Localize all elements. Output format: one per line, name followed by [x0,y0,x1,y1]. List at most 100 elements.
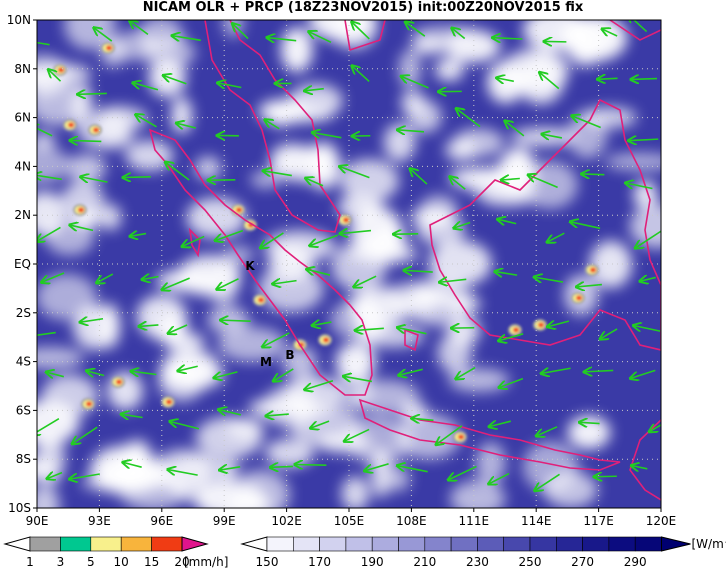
rain-cell [166,400,172,405]
cloud [196,417,263,459]
rain-cell [78,208,84,213]
cloud [630,204,685,248]
lat-label: 6N [14,111,31,125]
legend-swatch [477,537,503,551]
lon-label: 96E [150,514,173,528]
legend-swatch [583,537,609,551]
lat-label: 10N [7,13,31,27]
rain-cell [236,208,242,213]
rain-cell [576,296,582,301]
cloud [270,103,290,127]
title: NICAM OLR + PRCP (18Z23NOV2015) init:00Z… [143,0,584,15]
legend-label: 5 [87,555,95,569]
lon-label: 90E [26,514,49,528]
cloud [264,230,335,262]
legend-label: 1 [26,555,34,569]
lon-label: 114E [521,514,552,528]
legend-swatch [399,537,425,551]
cloud [271,143,310,174]
lat-label: 4N [14,159,31,173]
lon-label: 102E [271,514,302,528]
legend-swatch [451,537,477,551]
legend-label: 290 [624,555,647,569]
legend-label: 3 [57,555,65,569]
cloud [479,188,535,207]
cloud [45,217,95,256]
cloud [178,255,241,296]
legend-swatch [425,537,451,551]
rain-cell [538,323,544,328]
rain-cell [68,123,74,128]
legend-swatch [320,537,346,551]
rain-cell [106,46,112,51]
lon-label: 117E [583,514,614,528]
cloud [231,470,289,520]
legend-label: 15 [144,555,159,569]
cloud [161,349,220,390]
cloud [137,295,187,338]
cloud [171,97,192,134]
legend-swatch [530,537,556,551]
legend-swatch [60,537,90,551]
lon-label: 93E [88,514,111,528]
wind-arrow [582,174,605,175]
lon-label: 111E [459,514,490,528]
rain-cell [93,128,99,133]
legend-swatch [267,537,293,551]
cloud [523,9,590,51]
cloud [281,27,313,72]
legend-label: 210 [413,555,436,569]
cloud [358,325,425,348]
cloud [543,471,597,508]
cloud [409,289,452,306]
cloud [435,59,464,82]
legend-arrow [662,537,691,551]
legend-label: 250 [519,555,542,569]
cloud [412,26,481,45]
rain-cell [590,268,596,273]
cloud [568,416,611,450]
station-marker: M [260,355,272,369]
legend-unit: [mm/h] [184,555,228,569]
cloud [307,142,340,190]
lon-label: 120E [646,514,677,528]
lon-label: 99E [213,514,236,528]
rain-cell [323,338,329,343]
wind-arrow [123,177,151,178]
legend-label: 270 [571,555,594,569]
wind-arrow [594,476,617,477]
legend-swatch [30,537,60,551]
legend-label: 150 [256,555,279,569]
cloud [107,372,143,410]
cloud [120,475,186,511]
wind-arrow [598,78,618,79]
cloud [384,123,416,161]
legend-arrow [5,537,30,551]
legend-swatch [152,537,182,551]
lat-label: 8N [14,62,31,76]
legend-label: 170 [308,555,331,569]
cloud [142,37,195,69]
cloud [99,204,121,230]
lon-label: 105E [334,514,365,528]
lat-label: 2N [14,208,31,222]
rain-cell [513,328,519,333]
cloud [590,241,632,288]
legend-label: 10 [114,555,129,569]
wind-arrow [295,464,326,465]
rain-cell [458,435,464,440]
lat-label: 8S [16,452,31,466]
lat-label: 2S [16,306,31,320]
legend-swatch [635,537,661,551]
cloud [487,62,524,104]
wind-arrow [221,320,251,321]
legend-swatch [556,537,582,551]
wind-arrow [78,93,107,94]
legend-swatch [293,537,319,551]
station-marker: B [285,348,294,362]
wind-arrow [631,79,657,80]
lat-label: 4S [16,355,31,369]
lat-label: 6S [16,403,31,417]
